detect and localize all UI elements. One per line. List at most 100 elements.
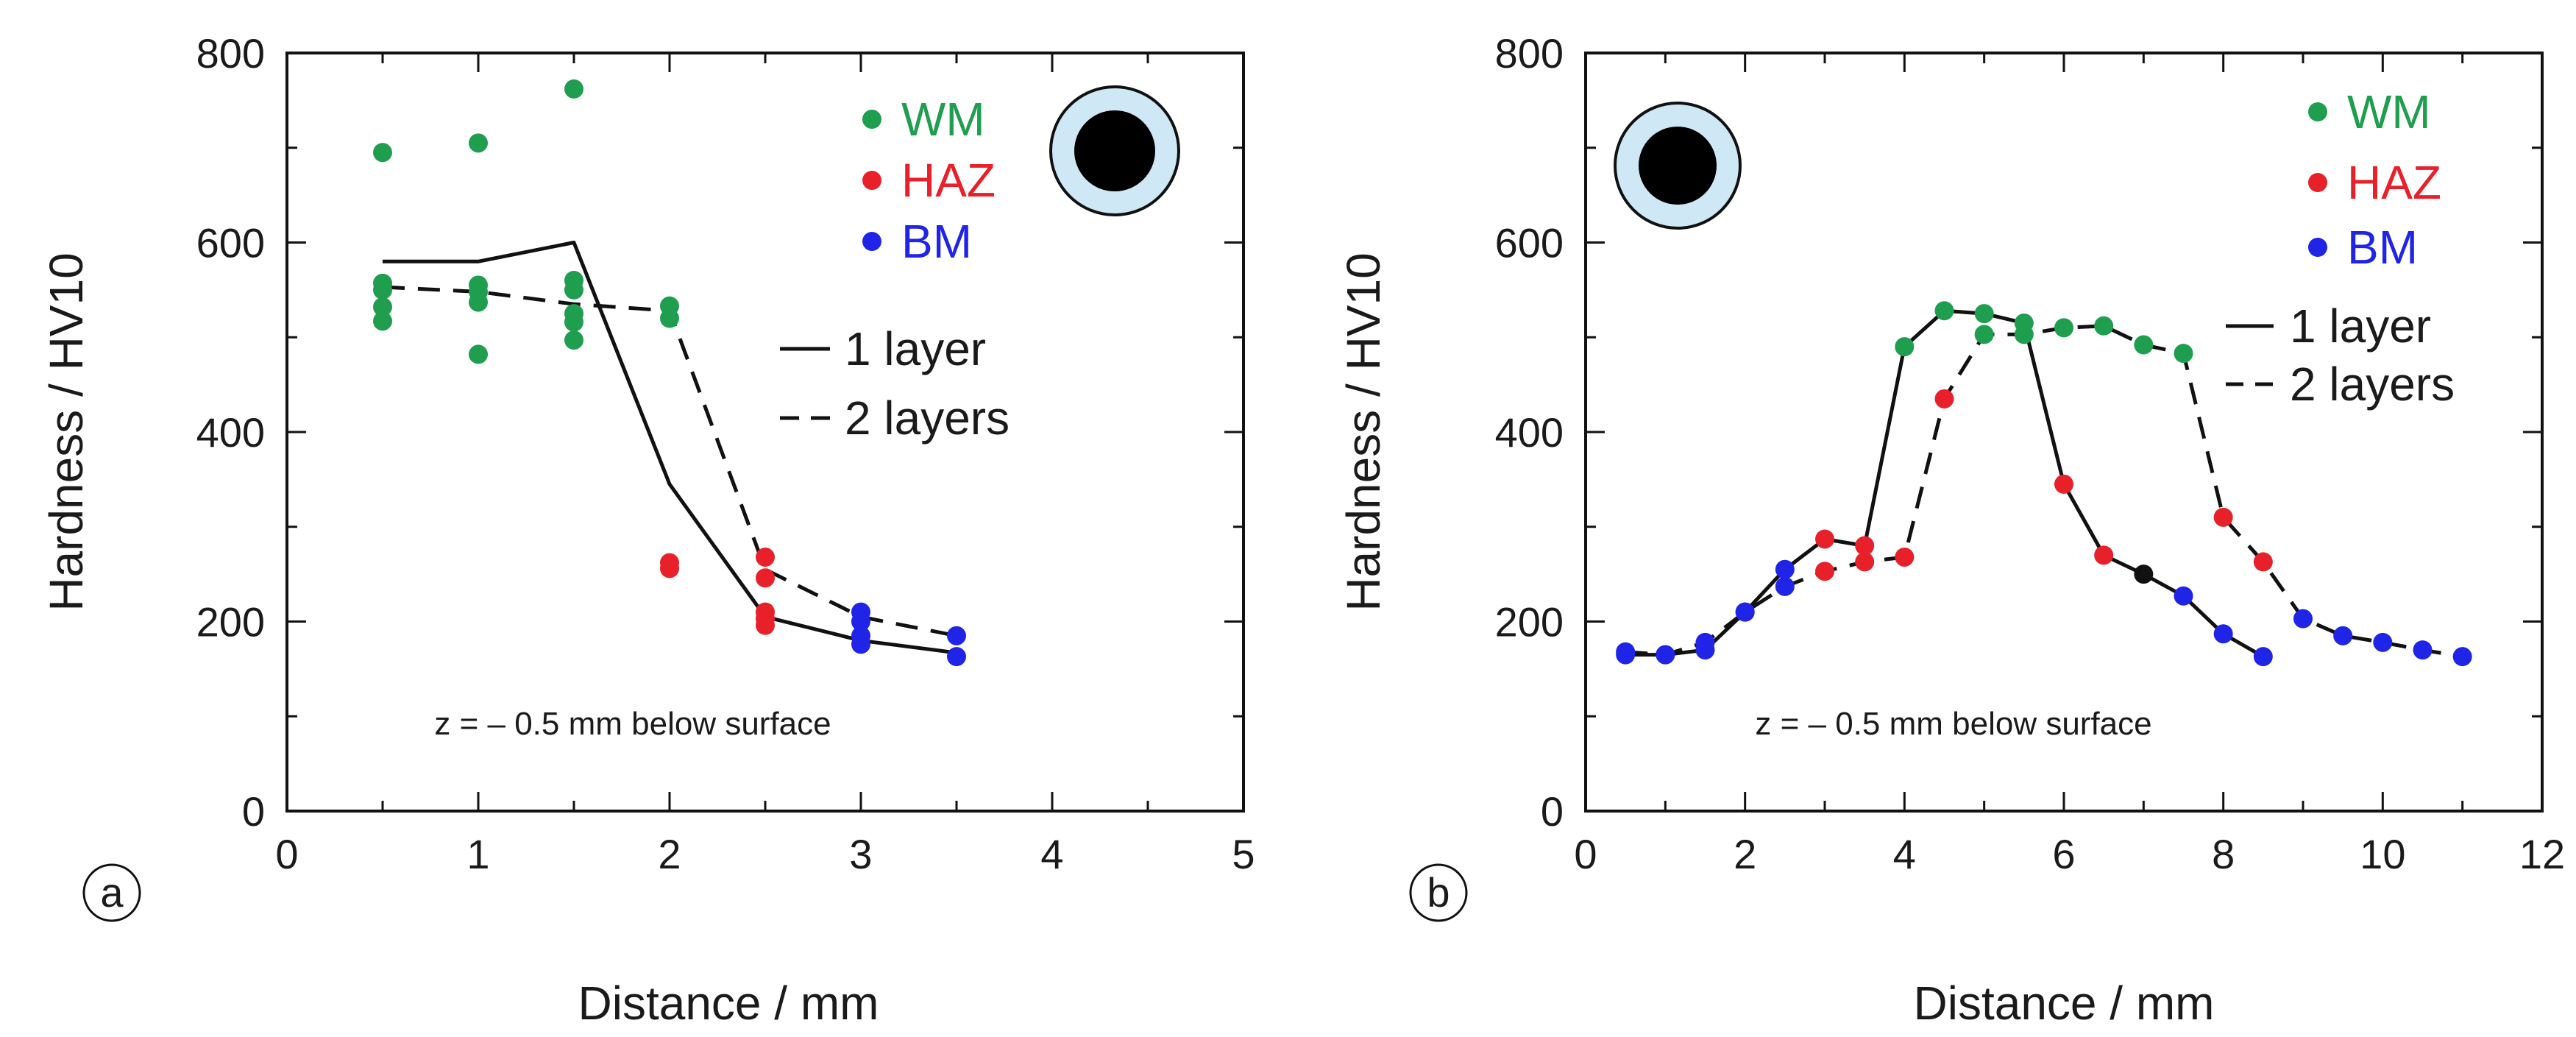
panel-a-data-points: [373, 79, 966, 667]
panel-b-point-wm: [2174, 344, 2193, 364]
panel-a-legend-label-2-layers: 2 layers: [845, 392, 1010, 445]
panel-a-point-haz: [756, 568, 775, 588]
panel-a-point-bm: [851, 612, 870, 631]
panel-b-point-bm: [2293, 609, 2313, 629]
panel-b-ticks: [1584, 52, 2544, 813]
panel-b-point-haz: [1895, 547, 1915, 567]
panel-b-point-bm: [1616, 642, 1636, 662]
panel-a-point-wm: [660, 308, 679, 328]
panel-a-label: a: [82, 863, 141, 922]
panel-b-point-extra: [2134, 564, 2154, 584]
panel-a-point-wm: [469, 344, 488, 364]
panel-b-x-tick-label: 2: [1734, 831, 1756, 877]
panel-b-x-tick-label: 8: [2212, 831, 2235, 877]
panel-a-point-haz: [756, 615, 775, 635]
panel-b-point-wm: [2054, 318, 2073, 338]
panel-b-point-bm: [1775, 559, 1795, 579]
panel-b-legend: WM HAZ BM 1 layer 2 layers: [2226, 85, 2455, 411]
panel-b-point-wm: [2094, 316, 2114, 336]
panel-a-label-circle: [82, 863, 141, 922]
panel-b-point-bm: [2413, 640, 2433, 660]
panel-a-x-axis-title: Distance / mm: [578, 977, 879, 1030]
panel-a-legend-marker-wm: [862, 110, 881, 129]
panel-a-label-text: a: [100, 869, 124, 916]
panel-a-y-tick-label: 0: [242, 788, 265, 835]
panel-b-point-haz: [1815, 529, 1834, 549]
panel-b-x-tick-label: 6: [2052, 831, 2075, 877]
panel-b-legend-label-bm: BM: [2347, 221, 2418, 274]
panel-b-y-tick-label: 200: [1495, 599, 1564, 645]
panel-a-point-wm: [373, 143, 392, 163]
panel-b-x-tick-label: 12: [2519, 831, 2565, 877]
panel-b-y-tick-label: 800: [1495, 30, 1564, 77]
panel-a-schematic-core: [1074, 110, 1155, 191]
panel-b-point-haz: [2094, 545, 2114, 565]
panel-b-legend-marker-haz: [2308, 173, 2327, 192]
panel-b-x-axis-title: Distance / mm: [1914, 977, 2215, 1030]
panel-b-point-bm: [1735, 602, 1755, 622]
panel-b-y-tick-label: 600: [1495, 220, 1564, 266]
panel-b-point-bm: [1656, 645, 1675, 665]
panel-a-y-tick-label: 400: [196, 409, 265, 456]
panel-b-x-tick-label: 4: [1893, 831, 1916, 877]
panel-a-x-tick-label: 5: [1232, 831, 1255, 877]
panel-b-x-tick-label: 0: [1574, 831, 1597, 877]
panel-a-legend-label-1-layer: 1 layer: [845, 322, 986, 375]
panel-b-point-bm: [2174, 586, 2193, 606]
panel-b-point-haz: [2253, 552, 2273, 572]
panel-b-point-wm: [1934, 301, 1954, 321]
panel-b-point-wm: [1895, 337, 1915, 357]
panel-b-point-bm: [2333, 626, 2353, 645]
panel-a-legend-label-bm: BM: [901, 215, 972, 268]
panel-b-line-2-layers: [1625, 324, 2463, 659]
panel-a-point-haz: [756, 547, 775, 567]
panel-a-x-tick-label: 1: [466, 831, 489, 877]
panel-a-point-wm: [469, 292, 488, 312]
panel-b-label-circle: [1409, 863, 1468, 922]
chart-panel-b: 0 200 400 600 800 0 2 4 6 8 10 12 Hardness / HV10 D…: [1337, 30, 2565, 1030]
panel-a-x-tick-label: 2: [658, 831, 681, 877]
panel-b-y-tick-label: 0: [1541, 788, 1564, 835]
panel-a-point-wm: [373, 280, 392, 300]
panel-b-point-haz: [1855, 552, 1875, 572]
panel-a-y-tick-label: 600: [196, 220, 265, 266]
panel-b-frame: [1584, 52, 2544, 813]
panel-a-y-tick-label: 200: [196, 599, 265, 645]
panel-b-y-tick-label: 400: [1495, 409, 1564, 456]
panel-b-legend-label-2-layers: 2 layers: [2290, 358, 2455, 411]
panel-b-legend-label-wm: WM: [2347, 85, 2431, 138]
panel-b-legend-marker-wm: [2308, 102, 2327, 121]
panel-a-legend-marker-haz: [862, 171, 881, 190]
panel-a-legend: WM HAZ BM 1 layer 2 layers: [780, 93, 1010, 445]
panel-a-point-wm: [373, 311, 392, 331]
panel-a-point-wm: [373, 297, 392, 317]
panel-b-point-bm: [2213, 624, 2233, 644]
panel-a-y-tick-label: 800: [196, 30, 265, 77]
panel-b-cross-section-schematic: [1614, 102, 1742, 230]
panel-b-point-haz: [1934, 389, 1954, 408]
panel-a-point-wm: [564, 280, 583, 300]
panel-a-point-wm: [564, 312, 583, 332]
panel-a-y-axis-title: Hardness / HV10: [40, 252, 93, 611]
panel-a-point-bm: [947, 626, 966, 645]
panel-a-frame: [285, 52, 1245, 813]
panel-a-legend-marker-bm: [862, 232, 881, 251]
panel-b-point-wm: [2014, 325, 2034, 344]
panel-a-point-bm: [851, 634, 870, 654]
panel-b-point-haz: [1815, 562, 1834, 581]
panel-b-point-bm: [2373, 632, 2393, 652]
panel-b-point-wm: [1974, 304, 1994, 324]
panel-a-point-haz: [660, 559, 679, 578]
panel-b-x-tick-label: 10: [2360, 831, 2405, 877]
panel-b-point-bm: [1695, 632, 1715, 652]
panel-b-y-axis-title: Hardness / HV10: [1337, 252, 1390, 611]
panel-a-cross-section-schematic: [1049, 85, 1180, 216]
panel-a-x-tick-label: 4: [1040, 831, 1063, 877]
panel-b-point-bm: [2452, 647, 2472, 667]
panel-b-schematic-core: [1639, 127, 1717, 205]
panel-a-x-tick-label: 0: [275, 831, 298, 877]
panel-b-data-points: [1616, 301, 2472, 667]
panel-b-point-wm: [1974, 325, 1994, 344]
panel-b-point-bm: [2253, 647, 2273, 667]
